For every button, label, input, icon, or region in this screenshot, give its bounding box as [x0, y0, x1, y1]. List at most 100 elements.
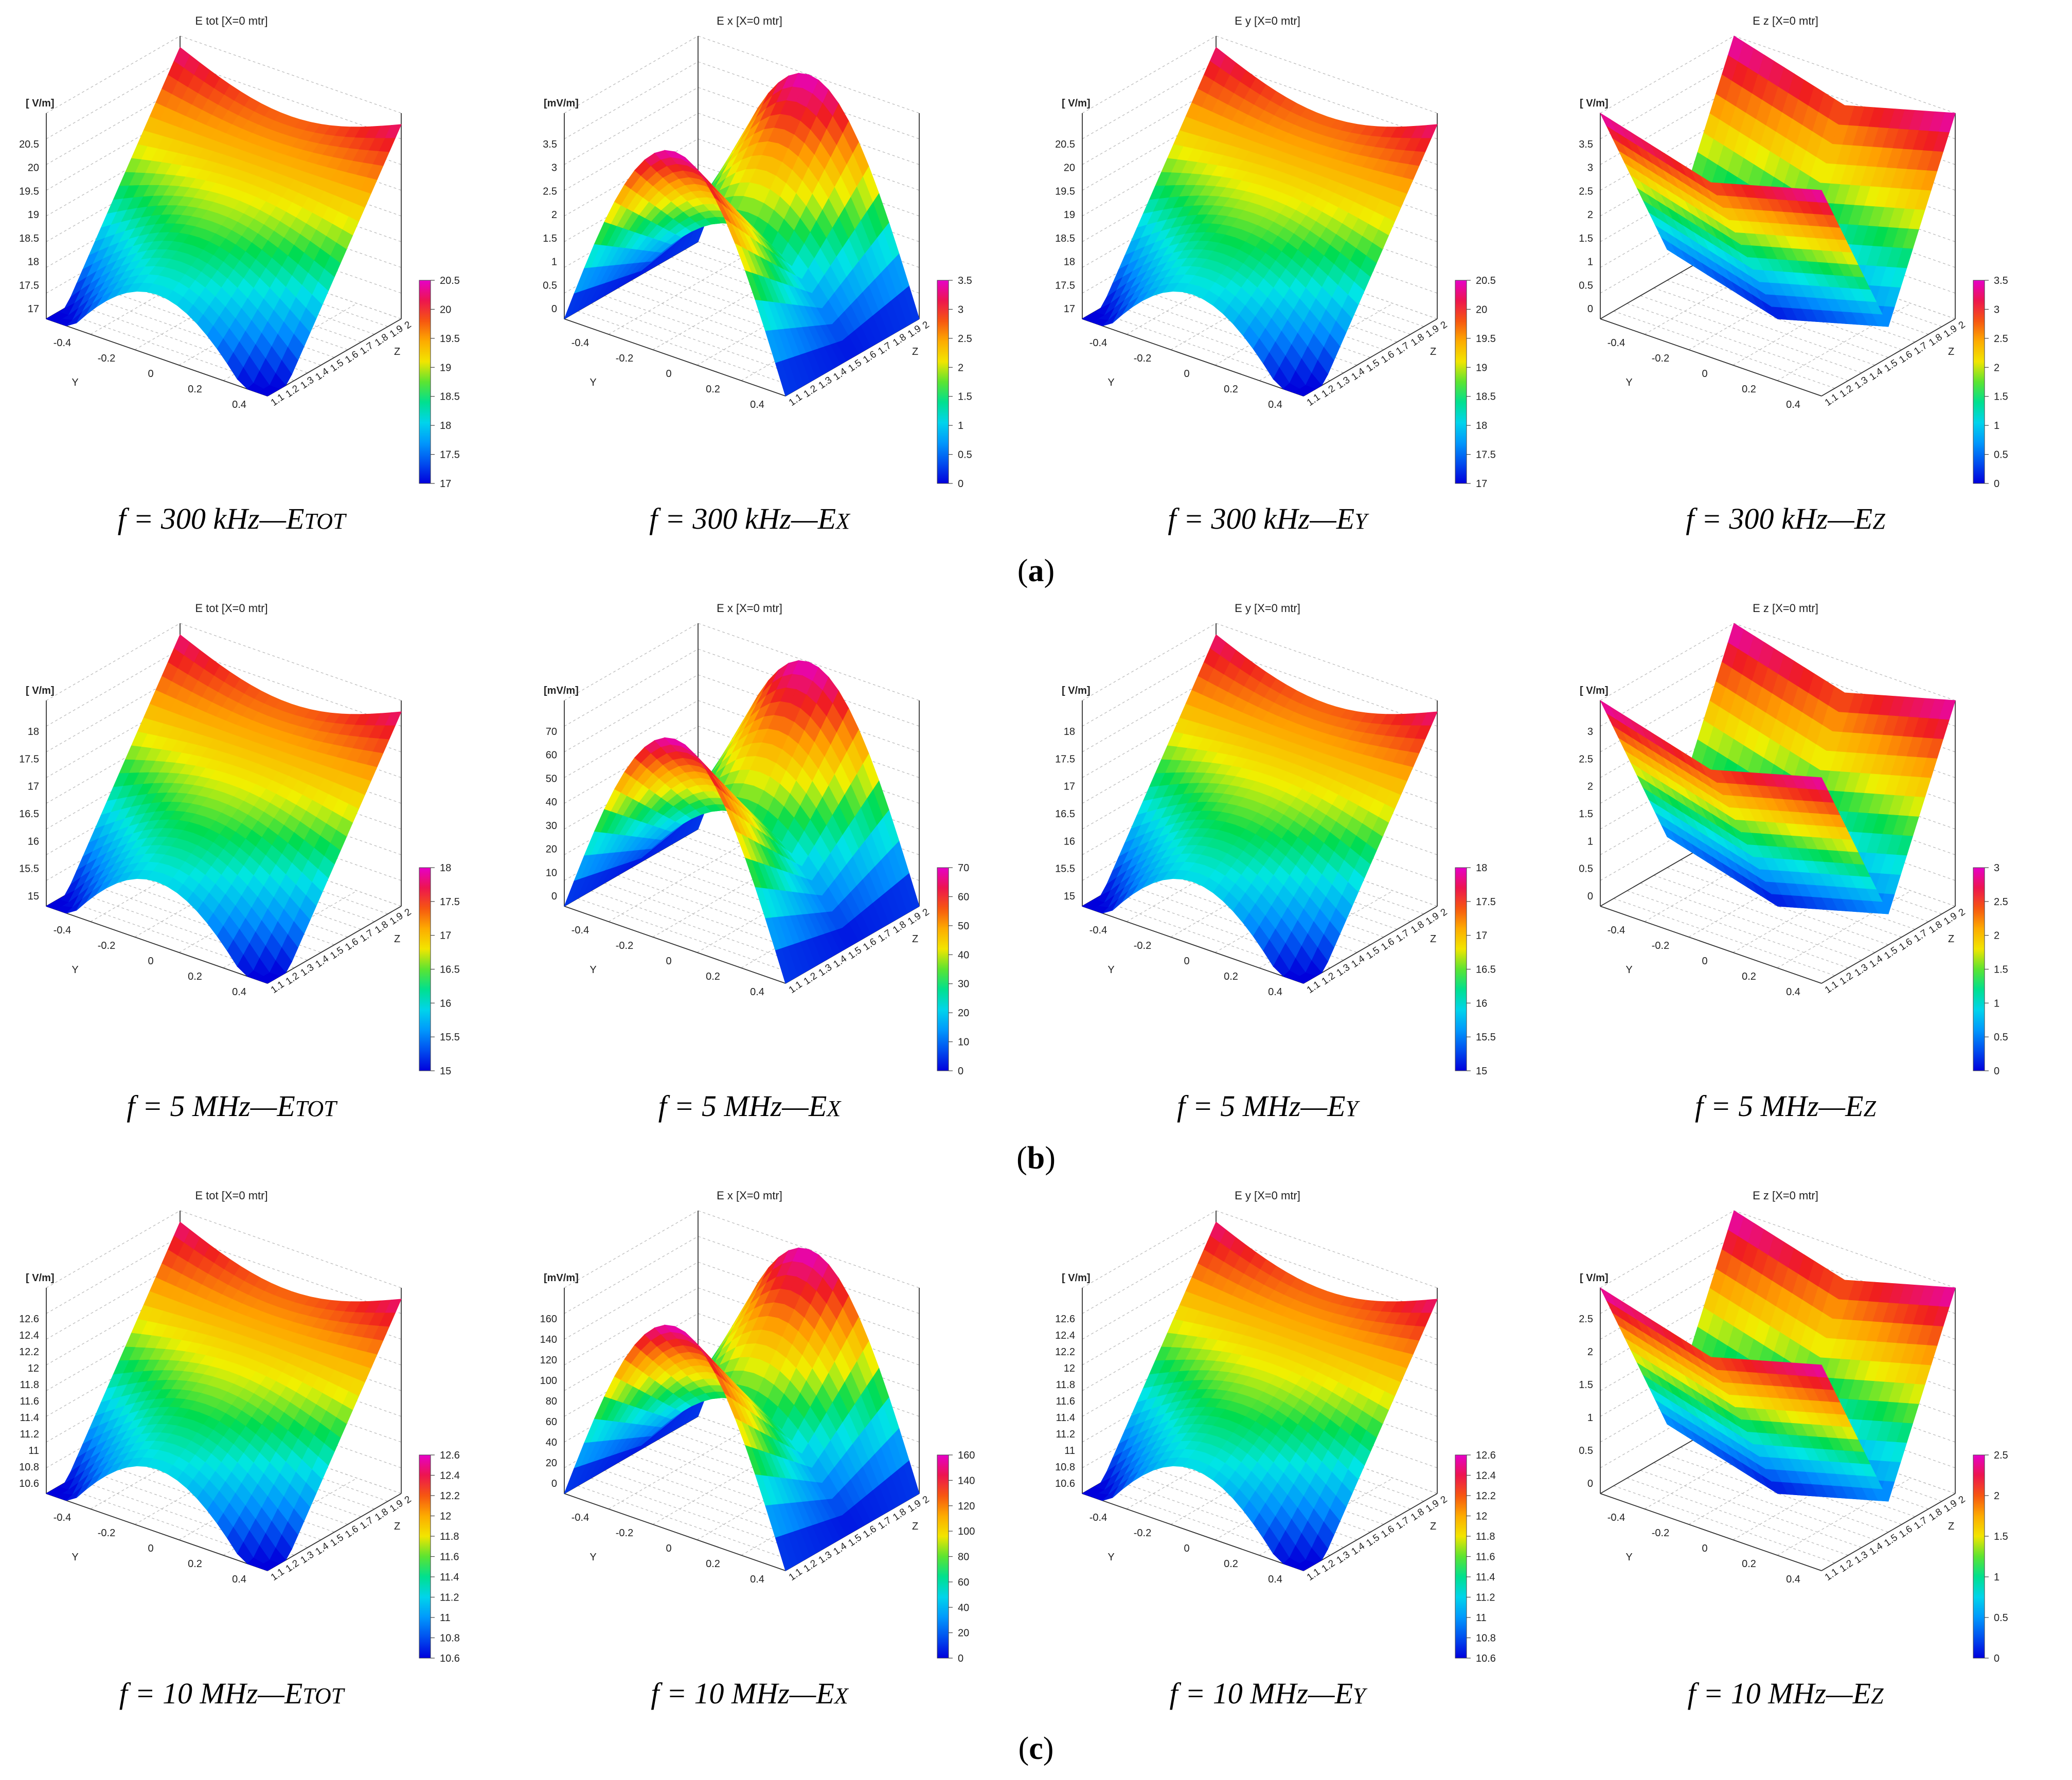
value-tick-label: 3.5 — [1579, 139, 1593, 150]
grid-line — [564, 700, 699, 778]
value-tick-label: 60 — [546, 750, 557, 761]
grid-line — [1600, 35, 1735, 114]
value-tick-label: 15 — [28, 891, 39, 902]
grid-line — [46, 649, 181, 727]
y-axis-label: Y — [590, 964, 596, 976]
colorbar-tick-label: 1.5 — [958, 391, 972, 403]
z-axis-label: Z — [1948, 933, 1954, 945]
value-tick-label: 18.5 — [1055, 233, 1075, 244]
chart-panel: E y [X=0 mtr] 17 17.5 18 18.5 19 19.5 20 20.5 -0.… — [1036, 0, 1554, 535]
y-axis-label: Y — [1108, 377, 1114, 388]
z-tick-label: 1.6 — [343, 349, 361, 365]
axis-line — [564, 318, 786, 397]
value-tick-label: 17 — [1064, 303, 1075, 315]
colorbar-tick-label: 1 — [1994, 998, 1999, 1009]
y-tick-label: 0 — [1702, 368, 1707, 380]
value-tick-label: 2 — [1587, 781, 1593, 793]
value-tick-label: 0.5 — [543, 280, 557, 291]
y-tick-label: 0.4 — [1268, 399, 1282, 410]
surface-patch — [1811, 777, 1828, 790]
y-tick-label: -0.4 — [1607, 337, 1625, 349]
axis-line — [1821, 318, 1956, 397]
colorbar-tick-label: 2.5 — [958, 333, 972, 345]
y-tick-label: 0.2 — [1224, 384, 1238, 395]
surface-patch — [1293, 388, 1311, 397]
value-tick-label: 17.5 — [1055, 280, 1075, 291]
value-tick-label: 3.5 — [543, 139, 557, 150]
grid-line — [564, 61, 699, 139]
z-tick-label: 1.8 — [1927, 919, 1944, 936]
z-tick-label: 1.7 — [876, 928, 894, 944]
colorbar-tick-label: 18.5 — [1476, 391, 1496, 403]
surface-plot: 1515.51616.51717.518-0.4-0.200.20.4Y1.11… — [19, 623, 460, 1077]
colorbar-tick-label: 3 — [1994, 304, 1999, 315]
z-tick-label: 1.1 — [1823, 979, 1841, 996]
y-tick-label: 0.2 — [706, 384, 720, 395]
chart-caption: f = 5 MHz—EY — [1036, 1089, 1499, 1123]
caption-text: f = 5 MHz—E — [127, 1089, 295, 1123]
surface-patch — [775, 361, 792, 397]
grid-line — [1600, 623, 1735, 701]
z-tick-label: 1.3 — [299, 962, 316, 978]
grid-line — [1613, 311, 1835, 389]
axis-line — [1303, 318, 1438, 397]
y-tick-label: 0.4 — [232, 399, 246, 410]
y-tick-label: 0 — [1184, 368, 1189, 380]
z-tick-label: 1.1 — [1823, 392, 1841, 408]
value-tick-label: 15.5 — [1055, 864, 1075, 875]
y-tick-label: 0 — [1702, 956, 1707, 967]
axis-line — [46, 318, 268, 397]
value-tick-label: 15 — [1064, 891, 1075, 902]
colorbar-tick-label: 18 — [1476, 420, 1487, 431]
z-tick-label: 1.2 — [1838, 970, 1855, 987]
z-tick-label: 1.5 — [328, 945, 346, 961]
value-tick-label: 19.5 — [19, 186, 39, 197]
caption-component: TOT — [304, 509, 346, 534]
unit-label: [ V/m] — [1062, 98, 1091, 109]
z-axis-label: Z — [394, 933, 400, 945]
value-tick-label: 0.5 — [1579, 864, 1593, 875]
caption-text: f = 5 MHz—E — [658, 1089, 827, 1123]
value-tick-label: 20 — [1064, 163, 1075, 174]
value-tick-label: 15.5 — [19, 864, 39, 875]
z-tick-label: 2 — [1957, 907, 1968, 919]
value-tick-label: 1.5 — [543, 233, 557, 244]
z-tick-label: 1.9 — [1942, 323, 1959, 339]
z-tick-label: 1.7 — [1394, 340, 1412, 357]
chart-title: E z [X=0 mtr] — [1753, 602, 1818, 615]
value-tick-label: 18 — [28, 257, 39, 268]
value-tick-label: 2.5 — [543, 186, 557, 197]
surface-plot: 10.610.81111.211.411.611.81212.212.412.6… — [19, 1210, 460, 1664]
unit-label: [ V/m] — [26, 98, 55, 109]
z-axis-label: Z — [394, 346, 400, 357]
z-axis-label: Z — [912, 346, 918, 357]
colorbar-tick-label: 17.5 — [1476, 896, 1496, 908]
z-tick-label: 1.3 — [1853, 374, 1870, 391]
value-tick-label: 40 — [546, 797, 557, 808]
z-tick-label: 1.8 — [1927, 332, 1944, 348]
z-tick-label: 1.1 — [1305, 979, 1323, 996]
y-tick-label: 0 — [666, 956, 671, 967]
z-tick-label: 1.5 — [1364, 357, 1382, 374]
y-tick-label: 0.4 — [750, 986, 764, 998]
colorbar-tick-label: 2 — [1994, 930, 1999, 942]
value-tick-label: 18 — [1064, 726, 1075, 738]
value-tick-label: 20.5 — [19, 139, 39, 150]
value-tick-label: 0 — [1587, 891, 1593, 902]
z-tick-label: 1.9 — [1942, 910, 1959, 927]
colorbar-tick-label: 0 — [958, 478, 963, 490]
y-tick-label: -0.2 — [1134, 940, 1151, 951]
unit-label: [mV/m] — [544, 98, 579, 109]
chart-panel: E tot [X=0 mtr] 15 15.5 16 16.5 17 17.5 18 -0.4-… — [0, 587, 518, 1123]
surface-plot: 00.511.522.53-0.4-0.200.20.4Y1.11.21.31.… — [1579, 623, 2008, 1077]
caption-component: Z — [1863, 1096, 1876, 1121]
z-tick-label: 1.5 — [1882, 357, 1900, 374]
z-tick-label: 1.8 — [373, 332, 390, 348]
z-tick-label: 1.2 — [284, 383, 301, 400]
y-tick-label: -0.4 — [1089, 337, 1107, 349]
y-axis-label: Y — [590, 377, 596, 388]
axis-line — [1082, 906, 1304, 984]
chart-caption: f = 5 MHz—EZ — [1554, 1089, 2017, 1123]
colorbar-tick-label: 2.5 — [1994, 333, 2008, 345]
z-tick-label: 2 — [1439, 319, 1450, 331]
